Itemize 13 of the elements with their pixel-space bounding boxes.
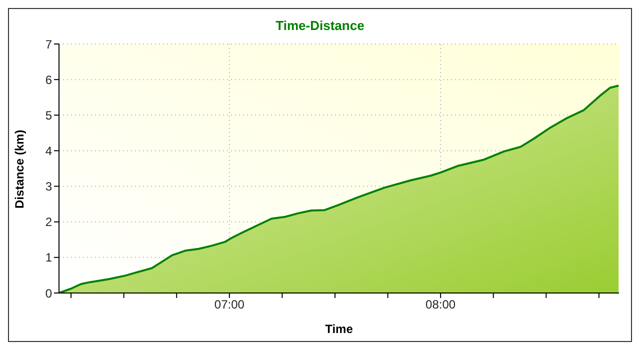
y-tick-label: 7 [45, 37, 52, 52]
y-tick-label: 0 [45, 286, 52, 300]
y-axis-title: Distance (km) [12, 130, 26, 208]
x-axis-title: Time [325, 322, 354, 336]
x-tick-label: 07:00 [214, 298, 245, 312]
y-tick-label: 2 [45, 215, 52, 230]
y-tick-label: 1 [45, 250, 52, 265]
y-tick-label: 4 [45, 144, 52, 158]
y-tick-label: 6 [45, 72, 52, 87]
y-tick-label: 5 [45, 108, 52, 122]
chart-title: Time-Distance [274, 17, 366, 35]
y-tick-label: 3 [45, 180, 52, 194]
x-tick-label: 08:00 [426, 298, 456, 312]
